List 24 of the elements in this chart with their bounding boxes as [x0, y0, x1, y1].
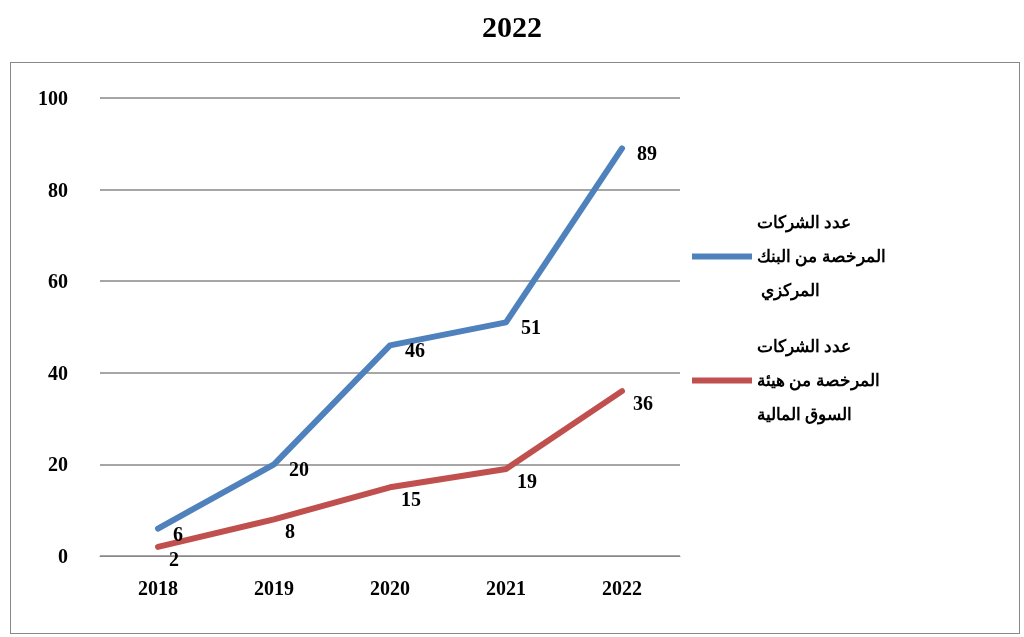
data-label: 6 — [173, 522, 183, 545]
data-label: 8 — [285, 520, 295, 543]
y-tick-label: 20 — [48, 453, 68, 476]
legend-label: عدد الشركات المرخصة من هيئة السوق المالية — [757, 337, 884, 425]
data-label: 89 — [637, 142, 657, 165]
x-tick-label: 2022 — [602, 577, 642, 599]
data-label: 46 — [405, 339, 425, 362]
y-tick-label: 40 — [48, 361, 68, 384]
y-tick-label: 100 — [38, 87, 68, 109]
x-tick-label: 2021 — [486, 577, 526, 599]
y-tick-label: 0 — [58, 545, 68, 567]
x-tick-label: 2020 — [370, 577, 410, 599]
legend-label: عدد الشركات المرخصة من البنك المركزي — [757, 213, 886, 301]
data-label: 36 — [633, 392, 653, 415]
y-tick-label: 80 — [48, 178, 68, 201]
data-label: 20 — [289, 458, 309, 481]
x-tick-label: 2018 — [138, 577, 178, 599]
x-tick-label: 2019 — [254, 577, 294, 599]
chart-title: 2022 — [482, 9, 542, 43]
data-label: 15 — [401, 488, 421, 511]
y-tick-label: 60 — [48, 270, 68, 293]
data-label: 2 — [169, 547, 179, 570]
data-label: 19 — [517, 469, 537, 492]
data-label: 51 — [521, 316, 541, 339]
